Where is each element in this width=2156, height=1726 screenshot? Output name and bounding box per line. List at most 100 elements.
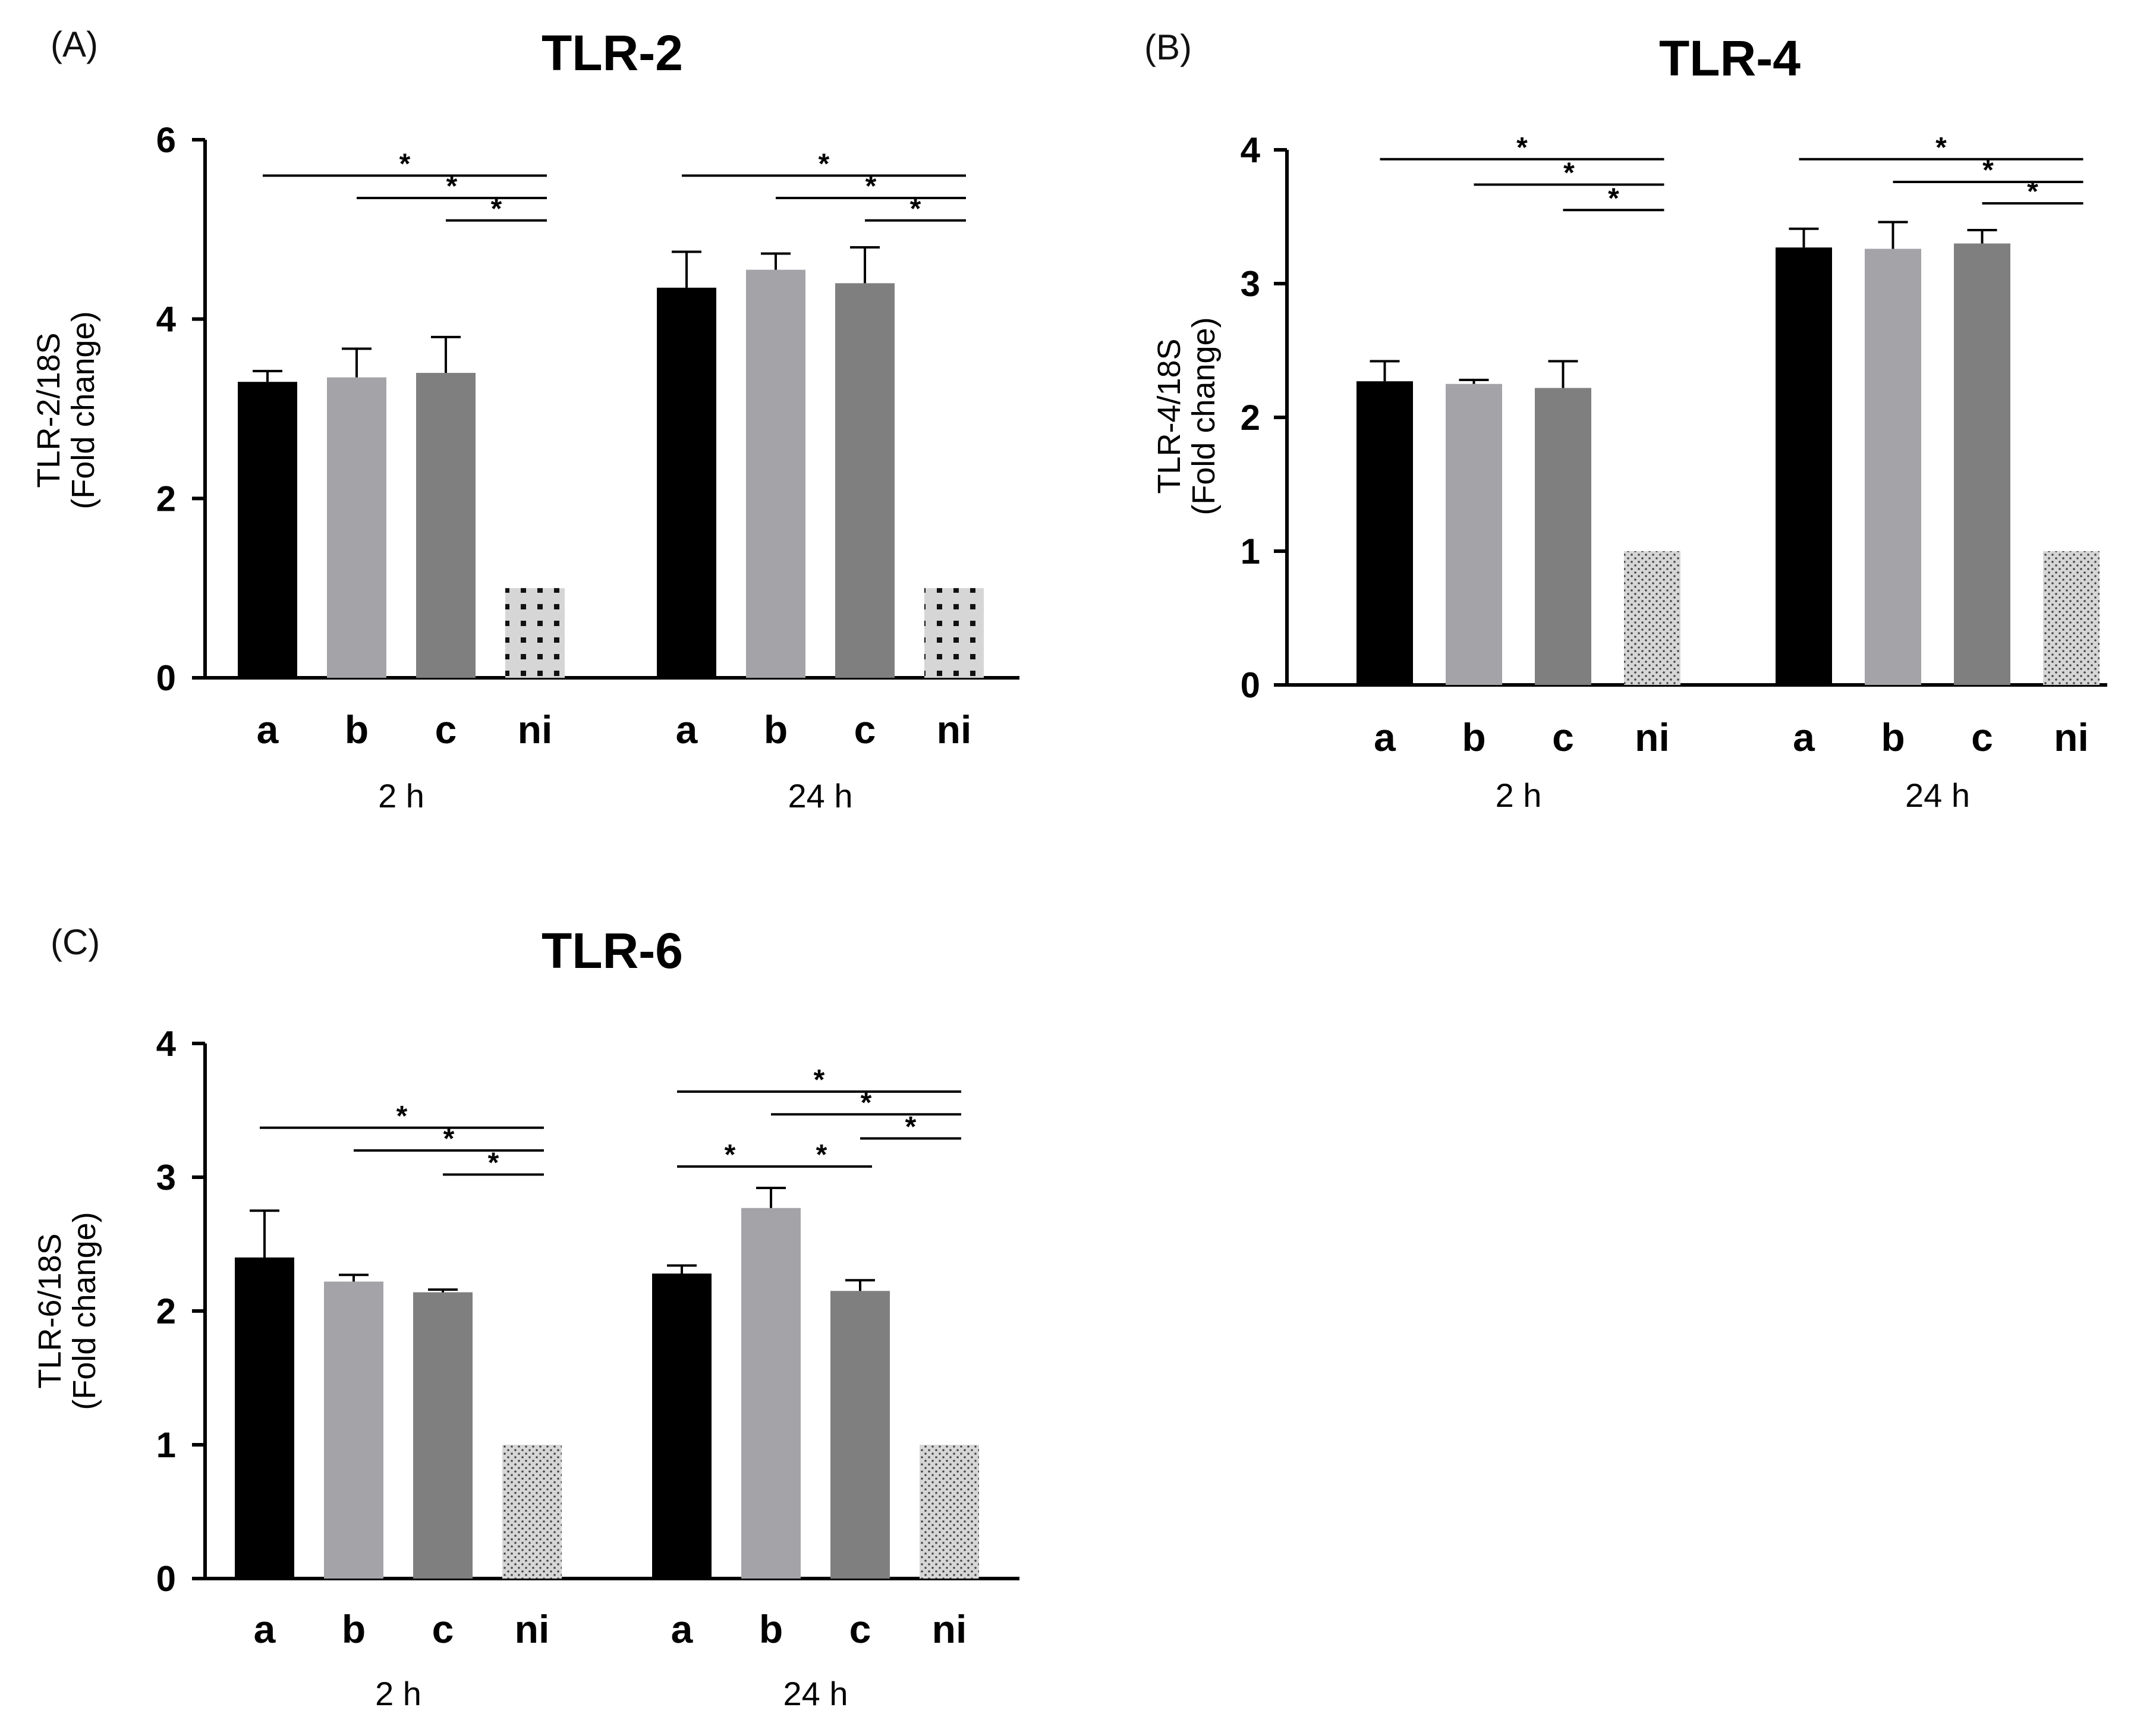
significance-star: * [1935,132,1947,164]
y-axis-label: (Fold change) [1186,317,1222,515]
x-tick-label: a [1374,715,1396,759]
bar-2h-b [324,1281,383,1579]
y-axis-label: (Fold change) [67,1212,102,1410]
group-label: 2 h [378,777,424,815]
group-label: 2 h [375,1675,421,1712]
bar-24h-a [1776,247,1832,685]
x-tick-label: ni [2054,715,2089,759]
chart-panel-tlr-2: (A) TLR-2 TLR-2/18S(Fold change) 0 2 4 6 a b c ni 2… [31,24,1019,815]
bar-2h-ni [505,588,565,678]
group-label: 24 h [783,1675,848,1712]
y-tick-label: 4 [1241,130,1261,170]
significance-star: * [2027,176,2038,208]
x-tick-label: c [849,1607,871,1651]
chart-title: TLR-2 [542,25,683,81]
bar-24h-b [741,1208,801,1579]
x-tick-label: c [1552,715,1574,759]
significance-star: * [1563,158,1575,189]
significance-star: * [910,193,921,225]
bar-24h-a [652,1274,712,1579]
significance-star: * [491,193,502,225]
significance-star: * [1516,132,1528,164]
bar-24h-b [746,269,805,678]
panel-label: (B) [1144,27,1192,67]
x-tick-label: ni [1635,715,1670,759]
significance-star: * [725,1139,736,1171]
bar-24h-c [1954,243,2010,685]
y-axis-label: TLR-4/18S [1151,338,1187,493]
significance-star: * [488,1147,499,1179]
significance-star: * [399,148,411,180]
bar-2h-a [1356,381,1413,685]
y-tick-label: 1 [156,1425,176,1465]
bar-2h-c [413,1292,473,1579]
panel-label: (C) [51,922,100,962]
chart-title: TLR-6 [542,923,683,979]
x-tick-label: b [1881,715,1905,759]
x-tick-label: c [435,708,457,752]
y-axis-label: (Fold change) [65,311,101,509]
x-tick-label: c [854,708,876,752]
bar-24h-ni [2043,551,2100,685]
significance-star: * [861,1087,872,1118]
bar-24h-c [830,1291,890,1579]
y-tick-label: 0 [1241,665,1260,705]
x-tick-label: b [759,1607,783,1651]
y-tick-label: 0 [156,1559,176,1599]
significance-star: * [905,1111,917,1143]
panel-label: (A) [51,24,98,64]
x-tick-label: a [254,1607,276,1651]
x-tick-label: b [1462,715,1485,759]
group-label: 24 h [1905,776,1970,814]
significance-star: * [865,171,877,202]
y-tick-label: 0 [156,658,176,698]
y-tick-label: 3 [156,1158,176,1197]
x-tick-label: a [1793,715,1815,759]
bar-2h-ni [1624,551,1680,685]
significance-star: * [1982,155,1994,186]
x-tick-label: b [345,708,369,752]
y-tick-label: 4 [156,1024,177,1064]
bar-24h-ni [924,588,984,678]
significance-star: * [819,148,830,180]
y-axis-label: TLR-2/18S [31,332,67,488]
group-label: 2 h [1496,776,1542,814]
y-tick-label: 3 [1241,264,1260,304]
x-tick-label: ni [937,708,972,752]
bar-24h-b [1865,249,1921,685]
x-tick-label: ni [932,1607,967,1651]
bar-24h-c [835,283,895,678]
x-tick-label: b [764,708,788,752]
significance-star: * [814,1064,825,1096]
bar-24h-ni [920,1445,979,1579]
chart-title: TLR-4 [1659,30,1801,86]
chart-panel-tlr-6: (C) TLR-6 TLR-6/18S(Fold change) 0 1 2 3 4 a b c ni… [32,922,1019,1712]
bar-2h-c [1535,388,1591,685]
x-tick-label: ni [518,708,553,752]
y-tick-label: 2 [156,1291,176,1331]
bar-24h-a [657,287,716,678]
significance-star: * [816,1139,827,1171]
significance-star: * [446,171,458,202]
x-tick-label: a [671,1607,694,1651]
x-tick-label: c [432,1607,454,1651]
significance-star: * [1608,183,1619,214]
bar-2h-a [238,382,297,678]
x-tick-label: b [342,1607,366,1651]
bar-2h-c [416,373,476,678]
x-tick-label: c [1971,715,1993,759]
y-axis-label: TLR-6/18S [32,1233,68,1388]
y-tick-label: 2 [156,479,176,518]
bar-2h-b [327,377,386,678]
x-tick-label: a [257,708,279,752]
significance-star: * [396,1101,408,1132]
x-tick-label: ni [515,1607,550,1651]
group-label: 24 h [788,777,853,815]
bar-2h-ni [502,1445,562,1579]
bar-2h-b [1446,383,1502,685]
x-tick-label: a [676,708,698,752]
y-tick-label: 1 [1241,532,1260,571]
y-tick-label: 6 [156,120,176,160]
